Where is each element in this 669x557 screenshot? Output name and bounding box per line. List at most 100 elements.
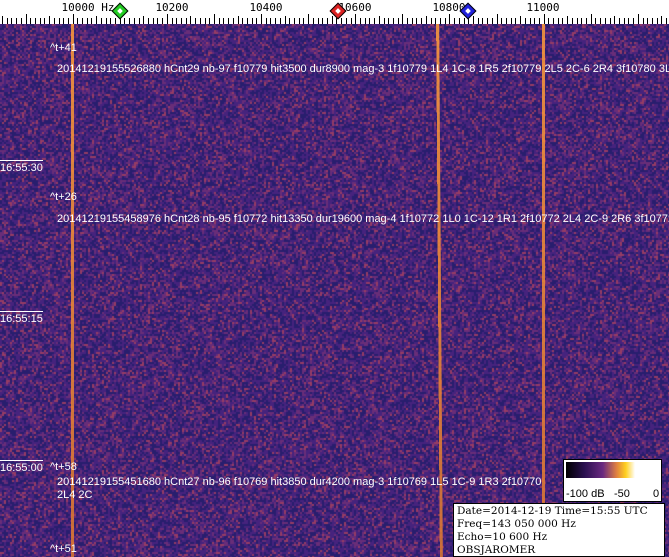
ruler-tick [411, 18, 413, 24]
ruler-tick [345, 18, 347, 24]
ruler-tick [458, 18, 460, 24]
ruler-tick [270, 18, 272, 24]
annotation-tag: ^t+58 [50, 461, 77, 473]
ruler-tick [468, 18, 470, 24]
ruler-tick [223, 18, 225, 24]
ruler-tick [228, 18, 230, 24]
ruler-tick [364, 18, 366, 24]
ruler-tick [190, 16, 192, 24]
ruler-tick [454, 18, 456, 24]
ruler-tick [600, 18, 602, 24]
ruler-tick [25, 14, 27, 24]
freq-label-11000: 11000 [526, 1, 560, 14]
ruler-tick [124, 18, 126, 24]
ruler-tick [63, 18, 65, 24]
ruler-tick [482, 18, 484, 24]
ruler-tick [58, 18, 60, 24]
ruler-tick [2, 16, 3, 24]
ruler-tick [44, 18, 46, 24]
ruler-tick [284, 16, 286, 24]
info-box: Date=2014-12-19 Time=15:55 UTC Freq=143 … [453, 503, 665, 557]
ruler-tick [656, 18, 658, 24]
ruler-tick [326, 18, 328, 24]
annotation-text: 20141219155526880 hCnt29 nb-97 f10779 hi… [57, 63, 669, 75]
ruler-tick [86, 18, 88, 24]
ruler-tick [402, 14, 404, 24]
ruler-tick [322, 18, 324, 24]
info-observer: OBSJAROMER [457, 544, 536, 556]
ruler-tick [529, 18, 531, 24]
ruler-tick [595, 18, 597, 24]
annotation-tag: ^t+51 [50, 543, 77, 555]
ruler-tick [407, 18, 409, 24]
ruler-tick [501, 18, 503, 24]
ruler-tick [195, 18, 197, 24]
color-scale-legend: -100 dB -50 0 [563, 459, 662, 502]
ruler-tick [39, 18, 41, 24]
ruler-tick [336, 18, 338, 24]
ruler-tick [369, 18, 371, 24]
ruler-tick [256, 18, 258, 24]
ruler-tick [16, 18, 18, 24]
legend-label: -100 dB [566, 488, 605, 500]
ruler-tick [520, 16, 522, 24]
ruler-tick [576, 18, 578, 24]
ruler-tick [180, 18, 182, 24]
ruler-tick [96, 16, 98, 24]
ruler-tick [505, 18, 507, 24]
ruler-tick [115, 18, 117, 24]
ruler-tick [651, 18, 653, 24]
ruler-tick [138, 18, 140, 24]
ruler-tick [82, 18, 84, 24]
ruler-tick [100, 18, 102, 24]
ruler-tick [416, 18, 418, 24]
ruler-tick [67, 18, 69, 24]
ruler-tick [157, 18, 159, 24]
time-label: 16:55:00 [0, 460, 43, 474]
ruler-tick [312, 18, 314, 24]
ruler-tick [53, 18, 55, 24]
ruler-tick [473, 16, 474, 24]
ruler-tick [449, 14, 451, 24]
ruler-tick [435, 18, 437, 24]
signal-line-10000 [71, 24, 74, 557]
ruler-tick [666, 18, 668, 24]
ruler-tick [557, 18, 559, 24]
ruler-tick [515, 18, 517, 24]
ruler-tick [392, 18, 394, 24]
ruler-tick [289, 18, 291, 24]
ruler-tick [275, 18, 277, 24]
ruler-tick [232, 18, 234, 24]
ruler-tick [279, 18, 281, 24]
ruler-tick [355, 14, 357, 24]
ruler-tick [237, 16, 239, 24]
ruler-tick [331, 16, 333, 24]
ruler-tick [171, 18, 173, 24]
ruler-tick [661, 16, 663, 24]
signal-line-11000 [542, 24, 545, 557]
ruler-tick [143, 16, 145, 24]
ruler-tick [251, 18, 253, 24]
ruler-tick [91, 18, 93, 24]
ruler-tick [6, 18, 8, 24]
ruler-tick [586, 18, 588, 24]
ruler-tick [538, 18, 540, 24]
legend-label: -50 [614, 488, 630, 500]
ruler-tick [440, 18, 442, 24]
waterfall-spectrogram[interactable] [0, 24, 669, 557]
time-label: 16:55:30 [0, 160, 43, 174]
ruler-tick [242, 18, 244, 24]
ruler-tick [77, 18, 79, 24]
ruler-tick [199, 18, 201, 24]
ruler-tick [303, 18, 305, 24]
ruler-tick [421, 18, 423, 24]
ruler-tick [11, 18, 13, 24]
freq-label-10200: 10200 [155, 1, 189, 14]
ruler-tick [487, 18, 489, 24]
ruler-tick [430, 18, 432, 24]
time-label: 16:55:15 [0, 311, 43, 325]
ruler-tick [378, 16, 380, 24]
ruler-tick [637, 14, 639, 24]
ruler-tick [49, 16, 51, 24]
info-echo: Echo=10 600 Hz [457, 531, 548, 543]
